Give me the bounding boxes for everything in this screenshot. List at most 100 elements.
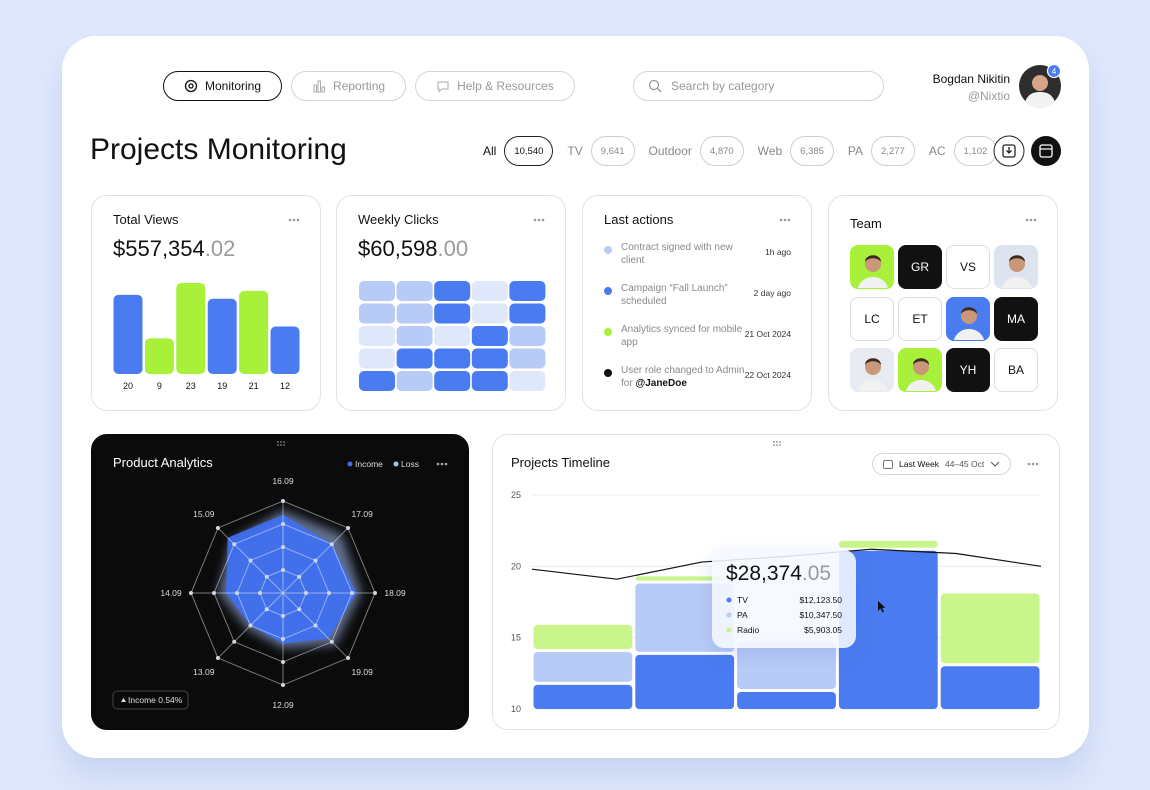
radar-node: [281, 545, 285, 549]
tab-icon: [437, 81, 449, 93]
bar: [176, 282, 206, 374]
user-handle: @Nixtio: [967, 89, 1010, 103]
team-member[interactable]: ET: [898, 296, 942, 341]
dot: [604, 369, 612, 377]
heat-cell: [396, 326, 433, 346]
amount-cents: .00: [437, 236, 469, 261]
action-description: Analytics synced for mobile app: [621, 324, 743, 348]
heat-cell: [509, 371, 546, 391]
notification-badge: [1046, 63, 1062, 79]
menu-dot: [1025, 218, 1029, 222]
filter[interactable]: Outdoor 4,870: [649, 136, 744, 166]
heat-cell: [396, 303, 433, 324]
radar-node: [281, 637, 285, 641]
card-title: Weekly Clicks: [358, 212, 439, 227]
radar-node: [258, 591, 262, 595]
icon-part: [313, 84, 318, 93]
icon-part: [865, 359, 881, 375]
filter-count: 4,870: [699, 136, 744, 166]
team-member[interactable]: VS: [946, 245, 990, 289]
period-dropdown[interactable]: Last Week 44–45 Oct: [872, 453, 1012, 475]
radar-node: [215, 656, 220, 661]
team-member[interactable]: MA: [994, 296, 1038, 341]
nav-tab[interactable]: Help & Resources: [415, 71, 575, 101]
member-initials: LC: [864, 311, 880, 326]
team-member[interactable]: BA: [994, 348, 1038, 392]
nav-tab[interactable]: Monitoring: [163, 71, 283, 101]
heat-cell: [434, 303, 471, 324]
radar-node: [281, 499, 285, 503]
nav-tab[interactable]: Reporting: [291, 71, 407, 101]
card-menu[interactable]: [337, 196, 566, 236]
filter[interactable]: Web 6,385: [758, 136, 834, 166]
radar-node: [350, 591, 354, 595]
heat-cell: [396, 371, 433, 391]
team-member[interactable]: [898, 348, 942, 392]
filter[interactable]: All 10,540: [483, 136, 554, 166]
amount-cents: .02: [204, 236, 236, 261]
chevron: [990, 461, 1000, 467]
bar-segment: [635, 576, 735, 581]
team-member[interactable]: YH: [946, 348, 990, 392]
tooltip-dot: [726, 612, 732, 618]
team-member[interactable]: [994, 245, 1038, 289]
drag-dot: [779, 444, 781, 446]
menu-dot: [440, 462, 444, 466]
icon-part: [1009, 255, 1025, 262]
radar-node: [346, 656, 351, 661]
team-member[interactable]: [850, 348, 894, 392]
filter[interactable]: PA 2,277: [848, 136, 915, 166]
search-box[interactable]: Search by category: [633, 71, 884, 101]
card-menu[interactable]: [92, 196, 321, 236]
member-photo: [953, 306, 985, 340]
y-tick-label: 15: [511, 633, 521, 643]
radar-node: [248, 558, 253, 563]
legend-dot: [347, 461, 353, 467]
card-title: Total Views: [113, 212, 179, 227]
icon-part: [188, 83, 194, 89]
dot: [604, 246, 612, 254]
menu-dot: [436, 462, 440, 466]
heat-cell: [434, 371, 471, 391]
tooltip-row: Radio $5,903.05: [726, 625, 842, 635]
bar: [144, 338, 174, 374]
action-description: Contract signed with new client: [621, 242, 733, 266]
filter-label: Web: [757, 144, 783, 158]
series-name: TV: [737, 595, 748, 605]
user-info: Bogdan Nikitin @Nixtio: [933, 72, 1010, 103]
action-description: User role changed to Admin for: [621, 365, 745, 389]
card-title: Product Analytics: [113, 455, 213, 470]
user-avatar[interactable]: 4: [1017, 62, 1067, 110]
team-member[interactable]: [850, 245, 894, 289]
calendar-icon: [883, 460, 893, 469]
team-member[interactable]: GR: [898, 245, 942, 289]
filter[interactable]: TV 9,641: [567, 136, 635, 166]
filter-count: 1,102: [953, 136, 998, 166]
tab-label: Help & Resources: [457, 79, 554, 93]
y-tick-label: 25: [511, 490, 521, 500]
filter[interactable]: AC 1,102: [929, 136, 998, 166]
bar-segment: [635, 654, 735, 709]
product-analytics-card: Product Analytics 16.09 17.09 18.09 19.09 12…: [91, 434, 469, 730]
card-menu[interactable]: [829, 196, 1058, 236]
menu-dot: [1027, 462, 1031, 466]
radar-node: [235, 591, 239, 595]
team-member[interactable]: [946, 296, 990, 341]
bar-segment: [940, 666, 1040, 709]
card-menu[interactable]: [583, 196, 812, 236]
radar-node: [304, 591, 308, 595]
calendar-button[interactable]: [1031, 136, 1061, 166]
drag-dot: [773, 441, 775, 443]
cursor: [878, 601, 886, 613]
icon-part: [961, 307, 977, 324]
bar-segment: [838, 550, 938, 709]
filter-label: All: [483, 144, 497, 158]
team-card: Team GR VS LC ET MA YH BA: [828, 195, 1058, 411]
member-initials: GR: [911, 260, 929, 274]
radar-label: 16.09: [272, 476, 294, 486]
radar-node: [281, 660, 285, 664]
bar-segment: [737, 642, 836, 689]
radar-label: 12.09: [272, 700, 294, 710]
bar: [207, 298, 237, 374]
team-member[interactable]: LC: [850, 296, 894, 341]
